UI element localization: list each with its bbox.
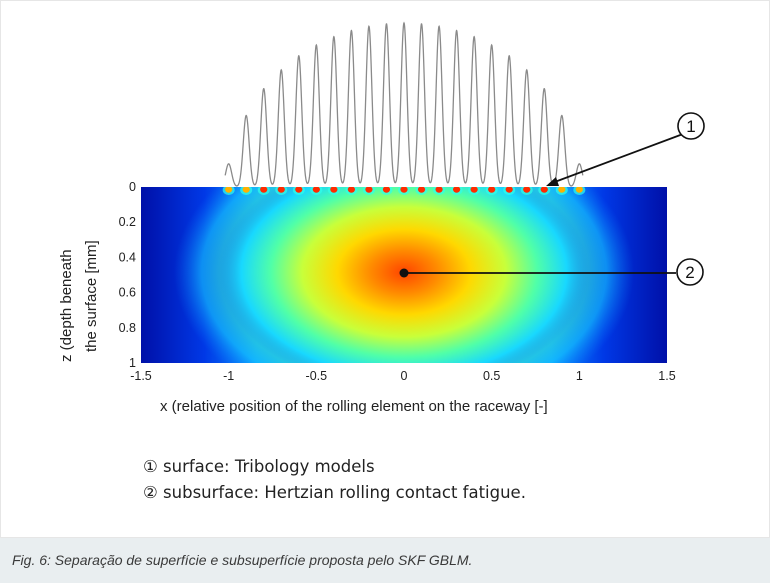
legend-item-surface: ① surface: Tribology models	[143, 457, 375, 476]
surface-hotspot	[330, 187, 338, 193]
surface-hotspot	[488, 187, 496, 193]
surface-pressure-curve	[224, 21, 584, 187]
surface-hotspot	[312, 187, 320, 193]
x-tick-label: -1.5	[130, 369, 152, 383]
surface-hotspot	[417, 187, 426, 193]
x-tick-label: -0.5	[306, 369, 328, 383]
figure-caption: Fig. 6: Separação de superfície e subsup…	[12, 552, 473, 568]
y-tick-label: 0.6	[119, 286, 136, 300]
surface-hotspot	[365, 187, 373, 193]
surface-hotspot	[260, 187, 268, 193]
x-tick-label: -1	[223, 369, 234, 383]
surface-hotspot	[505, 187, 513, 193]
y-tick-label: 1	[129, 356, 136, 370]
surface-hotspot	[523, 187, 531, 193]
surface-hotspot	[295, 187, 303, 193]
x-tick-label: 1.5	[658, 369, 675, 383]
y-axis-ticks: 0 0.2 0.4 0.6 0.8 1	[119, 180, 136, 370]
callout-2-circle	[676, 258, 704, 286]
surface-hotspot	[225, 187, 233, 193]
caption-bar: Fig. 6: Separação de superfície e subsup…	[0, 538, 770, 583]
x-axis-label: x (relative position of the rolling elem…	[160, 398, 548, 415]
surface-hotspot	[575, 187, 583, 193]
y-tick-label: 0	[129, 180, 136, 194]
pressure-curve-line	[224, 21, 584, 187]
y-tick-label: 0.2	[119, 215, 136, 229]
surface-hotspot	[435, 187, 443, 193]
callout-1-circle	[677, 112, 705, 140]
y-tick-label: 0.8	[119, 321, 136, 335]
x-tick-label: 0	[401, 369, 408, 383]
legend-item-subsurface: ② subsurface: Hertzian rolling contact f…	[143, 483, 526, 502]
surface-hotspot	[470, 187, 478, 193]
surface-hotspot	[558, 187, 566, 193]
x-tick-label: 1	[576, 369, 583, 383]
surface-hotspot	[540, 187, 548, 193]
callout-1: 1	[546, 112, 705, 186]
surface-hotspot	[453, 187, 461, 193]
plot-area	[141, 187, 667, 363]
surface-hotspot	[242, 187, 250, 193]
callout-2-number: 2	[685, 263, 694, 282]
stress-heatmap-chart: -1.5 -1 -0.5 0 0.5 1 1.5 0 0.2 0.4 0.6 0.8 1 x (rel…	[58, 21, 705, 415]
surface-hotspot	[400, 187, 408, 193]
callout-2: 2	[399, 258, 704, 286]
x-tick-label: 0.5	[483, 369, 500, 383]
surface-hotspot	[382, 187, 391, 193]
y-tick-label: 0.4	[119, 250, 136, 264]
surface-hotspot-band	[222, 187, 586, 195]
surface-hotspot	[277, 187, 285, 193]
callout-1-leader	[551, 133, 684, 184]
callout-1-number: 1	[686, 117, 695, 136]
y-axis-label-line2: the surface [mm]	[83, 240, 100, 352]
x-axis-ticks: -1.5 -1 -0.5 0 0.5 1 1.5	[130, 369, 676, 383]
y-axis-label-line1: z (depth beneath	[58, 249, 75, 362]
callout-1-arrowhead	[546, 177, 559, 186]
surface-hotspot	[347, 187, 355, 193]
